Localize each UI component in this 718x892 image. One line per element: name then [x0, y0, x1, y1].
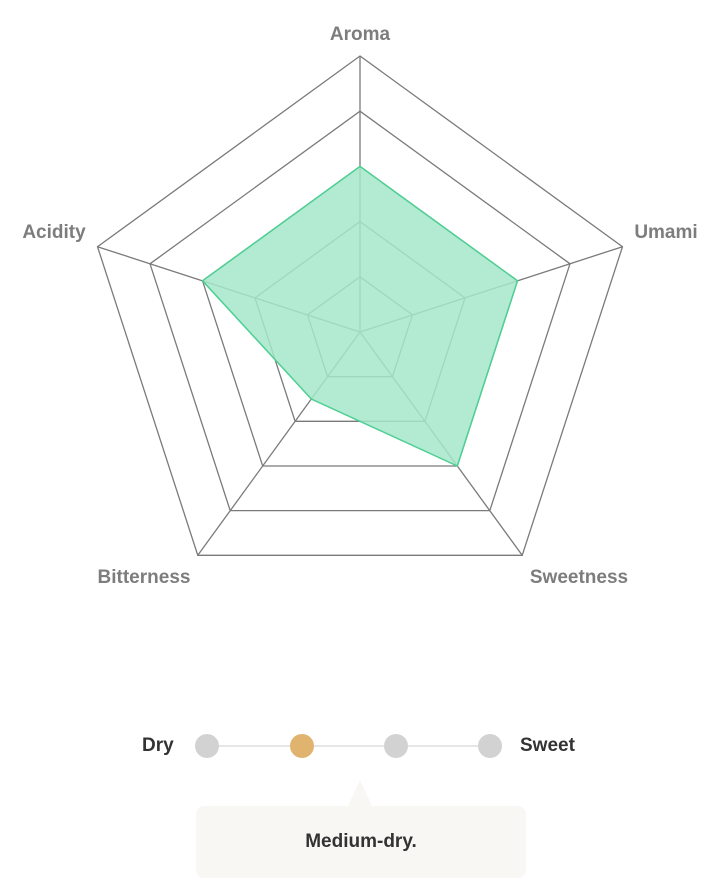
grid-ring-4 — [149, 110, 571, 512]
grid-ring-5 — [96, 55, 624, 556]
scale-step-4[interactable] — [478, 734, 502, 758]
radar-axis-labels: Aroma Umami Sweetness Bitterness Acidity — [22, 24, 697, 588]
scale-step-1[interactable] — [195, 734, 219, 758]
scale-left-label: Dry — [142, 735, 174, 756]
tooltip-text: Medium-dry. — [305, 831, 417, 852]
scale-step-2[interactable] — [290, 734, 314, 758]
axis-label-acidity: Acidity — [22, 222, 86, 243]
scale-tooltip: Medium-dry. — [196, 806, 526, 878]
scale-track — [207, 745, 491, 747]
scale-right-label: Sweet — [520, 735, 575, 756]
scale-step-3[interactable] — [384, 734, 408, 758]
tooltip-arrow — [348, 780, 372, 806]
axis-label-aroma: Aroma — [330, 24, 391, 45]
series-area — [201, 165, 519, 468]
radar-series — [201, 165, 519, 468]
sweetness-scale: Dry Sweet — [0, 725, 718, 767]
axis-label-bitterness: Bitterness — [98, 567, 191, 588]
radar-chart: Aroma Umami Sweetness Bitterness Acidity — [22, 24, 697, 588]
axis-label-umami: Umami — [634, 222, 697, 243]
axis-label-sweetness: Sweetness — [530, 567, 628, 588]
